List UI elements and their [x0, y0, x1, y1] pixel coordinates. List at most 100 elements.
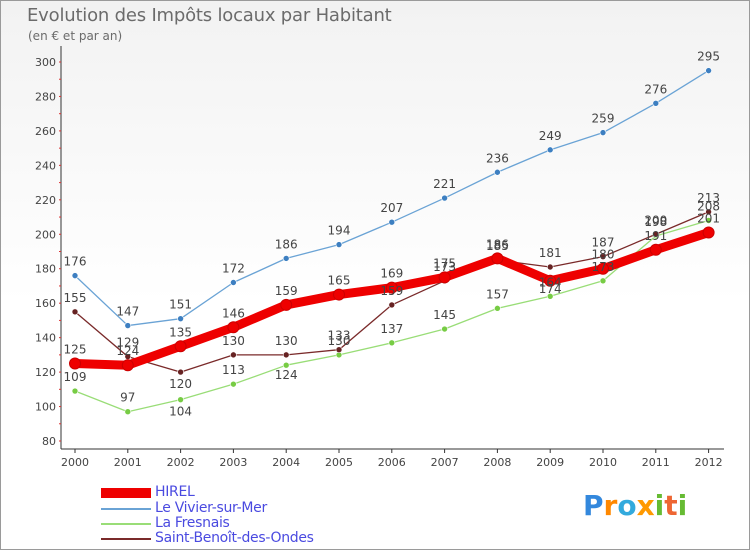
- data-point-le-vivier-sur-mer: [177, 315, 184, 322]
- x-tick-label: 2003: [219, 456, 247, 469]
- x-tick-label: 2012: [695, 456, 723, 469]
- logo-letter: i: [677, 489, 688, 522]
- data-point-saint-beno-t-des-ondes: [546, 263, 554, 271]
- legend-item-hirel: HIREL: [101, 484, 361, 501]
- data-label-saint-beno-t-des-ondes: 130: [275, 334, 298, 348]
- logo-letter: P: [583, 489, 604, 522]
- x-tick-label: 2006: [378, 456, 406, 469]
- data-point-hirel: [544, 274, 557, 287]
- x-tick-label: 2009: [536, 456, 564, 469]
- data-label-saint-beno-t-des-ondes: 200: [644, 213, 667, 227]
- data-label-le-vivier-sur-mer: 276: [644, 82, 667, 96]
- y-tick-label: 160: [35, 297, 56, 310]
- data-point-le-vivier-sur-mer: [230, 279, 237, 286]
- data-point-la-fresnais: [71, 387, 79, 395]
- logo-letter: o: [617, 489, 637, 522]
- data-point-le-vivier-sur-mer: [652, 100, 660, 107]
- data-point-la-fresnais: [282, 361, 290, 369]
- data-point-saint-beno-t-des-ondes: [705, 208, 712, 216]
- data-label-hirel: 124: [116, 344, 139, 358]
- data-point-hirel: [280, 298, 293, 311]
- data-label-le-vivier-sur-mer: 236: [486, 151, 509, 165]
- data-label-saint-beno-t-des-ondes: 173: [433, 260, 456, 274]
- legend-label: HIREL: [155, 484, 195, 500]
- legend-item-la-fresnais: La Fresnais: [101, 515, 361, 532]
- data-point-la-fresnais: [494, 305, 501, 312]
- data-point-hirel: [69, 357, 81, 370]
- y-tick-label: 300: [35, 56, 56, 69]
- data-label-hirel: 175: [433, 256, 456, 270]
- data-point-le-vivier-sur-mer: [546, 146, 554, 154]
- x-tick-label: 2007: [431, 456, 459, 469]
- data-point-hirel: [649, 243, 662, 256]
- data-label-saint-beno-t-des-ondes: 133: [328, 329, 351, 343]
- x-tick-label: 2005: [325, 456, 353, 469]
- data-label-le-vivier-sur-mer: 221: [433, 177, 456, 191]
- data-point-le-vivier-sur-mer: [71, 272, 79, 279]
- data-point-hirel: [491, 252, 504, 265]
- data-label-le-vivier-sur-mer: 151: [169, 298, 192, 312]
- data-point-la-fresnais: [599, 277, 607, 285]
- data-point-saint-beno-t-des-ondes: [230, 351, 237, 359]
- data-label-la-fresnais: 113: [222, 363, 245, 377]
- x-tick-label: 2011: [642, 456, 670, 469]
- data-label-le-vivier-sur-mer: 207: [380, 201, 403, 215]
- data-label-saint-beno-t-des-ondes: 129: [116, 336, 139, 350]
- data-point-le-vivier-sur-mer: [441, 194, 448, 202]
- x-tick-label: 2004: [272, 456, 300, 469]
- y-tick-label: 260: [35, 125, 56, 138]
- data-label-la-fresnais: 124: [275, 368, 298, 382]
- legend-item-saint-benoit: Saint-Benoît-des-Ondes: [101, 530, 361, 547]
- data-point-le-vivier-sur-mer: [705, 67, 712, 74]
- data-label-le-vivier-sur-mer: 194: [328, 224, 351, 238]
- data-label-hirel: 201: [697, 212, 720, 226]
- data-point-hirel: [702, 226, 715, 239]
- y-tick-label: 100: [35, 401, 56, 414]
- y-tick-label: 240: [35, 159, 56, 172]
- y-tick-label: 180: [35, 263, 56, 276]
- data-label-le-vivier-sur-mer: 186: [275, 237, 298, 251]
- data-label-hirel: 165: [328, 274, 351, 288]
- data-label-hirel: 186: [486, 237, 509, 251]
- data-point-hirel: [227, 321, 240, 334]
- data-point-le-vivier-sur-mer: [494, 168, 501, 176]
- legend-swatch-hirel: [101, 488, 151, 498]
- data-label-la-fresnais: 104: [169, 405, 192, 419]
- legend-item-le-vivier: Le Vivier-sur-Mer: [101, 500, 361, 517]
- y-tick-label: 120: [35, 366, 56, 379]
- legend-label: Saint-Benoît-des-Ondes: [155, 530, 314, 546]
- data-label-saint-beno-t-des-ondes: 159: [380, 284, 403, 298]
- data-point-la-fresnais: [177, 396, 184, 403]
- x-tick-label: 2000: [61, 456, 89, 469]
- data-point-la-fresnais: [388, 339, 396, 347]
- legend-swatch-saint-benoit: [101, 538, 151, 540]
- data-point-la-fresnais: [441, 325, 448, 333]
- legend-swatch-la-fresnais: [101, 523, 151, 525]
- data-point-hirel: [174, 340, 187, 353]
- data-label-saint-beno-t-des-ondes: 155: [64, 291, 87, 305]
- data-point-le-vivier-sur-mer: [599, 129, 607, 136]
- data-label-la-fresnais: 130: [328, 334, 351, 348]
- data-point-saint-beno-t-des-ondes: [335, 346, 343, 353]
- logo-letter: x: [636, 489, 655, 522]
- data-point-la-fresnais: [705, 217, 712, 224]
- data-label-saint-beno-t-des-ondes: 181: [539, 246, 562, 260]
- data-point-hirel: [385, 281, 398, 294]
- data-label-hirel: 135: [169, 325, 192, 339]
- logo-letter: t: [664, 489, 678, 522]
- data-label-la-fresnais: 173: [592, 260, 615, 274]
- data-label-saint-beno-t-des-ondes: 213: [697, 191, 720, 205]
- data-label-la-fresnais: 208: [697, 199, 720, 213]
- data-label-la-fresnais: 198: [644, 215, 667, 229]
- data-label-le-vivier-sur-mer: 147: [116, 305, 139, 319]
- data-label-hirel: 180: [592, 248, 615, 262]
- data-label-saint-beno-t-des-ondes: 120: [169, 377, 192, 391]
- x-tick-label: 2002: [167, 456, 195, 469]
- data-point-le-vivier-sur-mer: [335, 241, 343, 248]
- chart-subtitle: (en € et par an): [28, 29, 123, 43]
- legend-label: La Fresnais: [155, 515, 230, 531]
- data-label-hirel: 125: [64, 342, 87, 356]
- x-tick-label: 2001: [114, 456, 142, 469]
